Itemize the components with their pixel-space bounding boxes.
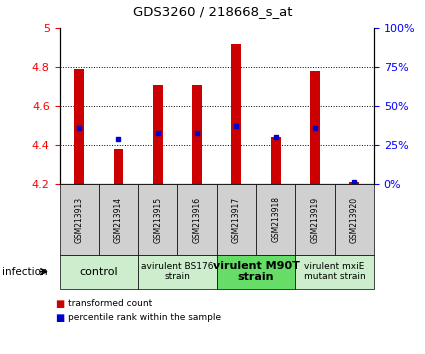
Bar: [74, 69, 84, 184]
Bar: [349, 182, 359, 184]
Text: GSM213914: GSM213914: [114, 196, 123, 242]
Text: ■: ■: [55, 313, 65, 322]
Bar: [232, 44, 241, 184]
Text: GSM213915: GSM213915: [153, 196, 162, 242]
Bar: [113, 149, 123, 184]
Bar: [192, 85, 202, 184]
Text: ■: ■: [55, 299, 65, 309]
Bar: [271, 137, 281, 184]
Text: GSM213917: GSM213917: [232, 196, 241, 242]
Bar: [310, 71, 320, 184]
Text: GSM213913: GSM213913: [75, 196, 84, 242]
Text: infection: infection: [2, 267, 48, 277]
Text: virulent M90T
strain: virulent M90T strain: [212, 261, 300, 282]
Text: GSM213920: GSM213920: [350, 196, 359, 242]
Text: GDS3260 / 218668_s_at: GDS3260 / 218668_s_at: [133, 5, 292, 18]
Text: GSM213918: GSM213918: [271, 196, 280, 242]
Text: virulent mxiE
mutant strain: virulent mxiE mutant strain: [304, 262, 366, 281]
Text: avirulent BS176
strain: avirulent BS176 strain: [141, 262, 214, 281]
Text: transformed count: transformed count: [68, 299, 152, 308]
Text: control: control: [79, 267, 118, 277]
Text: GSM213919: GSM213919: [311, 196, 320, 242]
Bar: [153, 85, 163, 184]
Text: GSM213916: GSM213916: [193, 196, 201, 242]
Text: percentile rank within the sample: percentile rank within the sample: [68, 313, 221, 321]
